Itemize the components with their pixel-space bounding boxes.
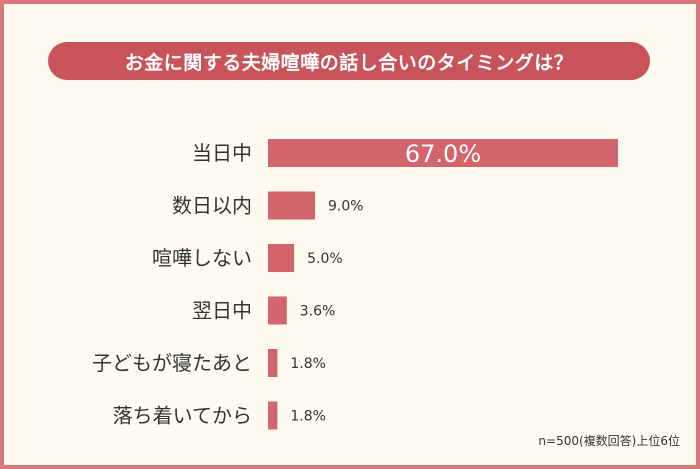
value-label: 67.0% (405, 140, 481, 168)
value-label: 1.8% (290, 409, 326, 425)
bar (268, 139, 618, 167)
bar (268, 296, 287, 325)
value-label: 5.0% (307, 251, 343, 267)
value-label: 9.0% (328, 199, 364, 215)
value-label: 1.8% (290, 356, 326, 372)
category-label: 数日以内 (172, 194, 252, 218)
bar (268, 244, 295, 272)
category-label: 翌日中 (192, 299, 252, 323)
bar (268, 349, 278, 377)
chart-frame (4, 4, 696, 465)
category-label: 子どもが寝たあと (92, 351, 252, 375)
bar (268, 401, 278, 430)
chart-title: お金に関する夫婦喧嘩の話し合いのタイミングは？ (48, 42, 650, 80)
sample-size-note: n=500(複数回答)上位6位 (538, 434, 680, 448)
value-label: 3.6% (300, 304, 336, 320)
category-label: 当日中 (192, 141, 252, 165)
chart-title-text: お金に関する夫婦喧嘩の話し合いのタイミングは？ (124, 51, 574, 74)
bar (268, 191, 316, 220)
category-label: 喧嘩しない (152, 246, 252, 270)
category-label: 落ち着いてから (113, 404, 252, 428)
